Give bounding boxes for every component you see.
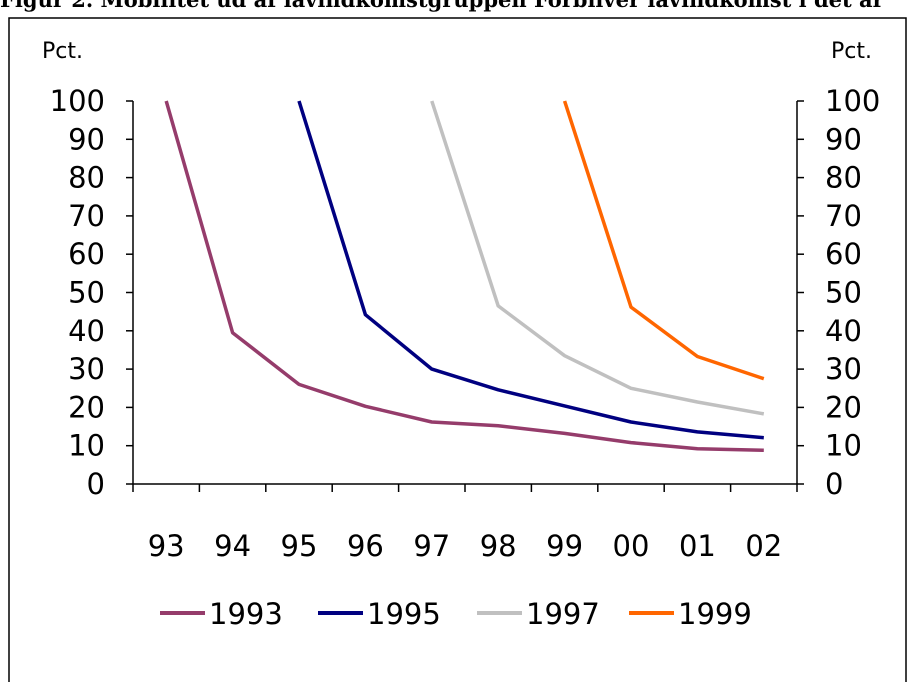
y-tick-label-right: 70 [825, 199, 862, 233]
y-tick-label-right: 40 [825, 314, 862, 348]
y-tick-label-right: 0 [825, 467, 843, 501]
right-axis-unit: Pct. [831, 39, 872, 64]
y-tick-label-right: 30 [825, 352, 862, 386]
series-line-1997 [430, 100, 765, 416]
x-tick-label: 98 [480, 529, 517, 563]
y-tick-label-left: 50 [68, 276, 105, 310]
series-line-1993 [164, 100, 764, 453]
y-tick-label-right: 60 [825, 237, 862, 271]
series-line-1999 [562, 100, 765, 381]
legend-label-1997: 1997 [526, 597, 600, 631]
x-tick-label: 96 [347, 529, 384, 563]
x-tick-label: 95 [281, 529, 318, 563]
x-tick-label: 02 [745, 529, 782, 563]
y-tick-label-left: 30 [68, 352, 105, 386]
x-tick-label: 94 [214, 529, 251, 563]
chart-frame [8, 17, 907, 682]
x-tick-label: 93 [148, 529, 185, 563]
legend-label-1999: 1999 [678, 597, 752, 631]
x-tick-label: 00 [613, 529, 650, 563]
x-tick-label: 97 [413, 529, 450, 563]
y-tick-label-right: 10 [825, 429, 862, 463]
chart-title: Figur 2. Mobilitet ud af lavindkomstgrup… [0, 0, 885, 12]
y-tick-label-left: 0 [87, 467, 105, 501]
y-tick-label-left: 10 [68, 429, 105, 463]
y-tick-label-left: 80 [68, 161, 105, 195]
y-tick-label-left: 60 [68, 237, 105, 271]
y-tick-label-right: 50 [825, 276, 862, 310]
x-tick-label: 99 [546, 529, 583, 563]
y-tick-label-left: 40 [68, 314, 105, 348]
y-tick-label-left: 20 [68, 390, 105, 424]
x-tick-label: 01 [679, 529, 716, 563]
y-tick-label-right: 100 [825, 84, 880, 118]
y-tick-label-right: 80 [825, 161, 862, 195]
y-tick-label-right: 90 [825, 122, 862, 156]
legend-label-1995: 1995 [367, 597, 441, 631]
series-line-1995 [297, 100, 764, 440]
y-tick-label-left: 70 [68, 199, 105, 233]
left-axis-unit: Pct. [42, 39, 83, 64]
y-tick-label-left: 100 [50, 84, 105, 118]
y-tick-label-left: 90 [68, 122, 105, 156]
y-tick-label-right: 20 [825, 390, 862, 424]
legend-label-1993: 1993 [209, 597, 283, 631]
